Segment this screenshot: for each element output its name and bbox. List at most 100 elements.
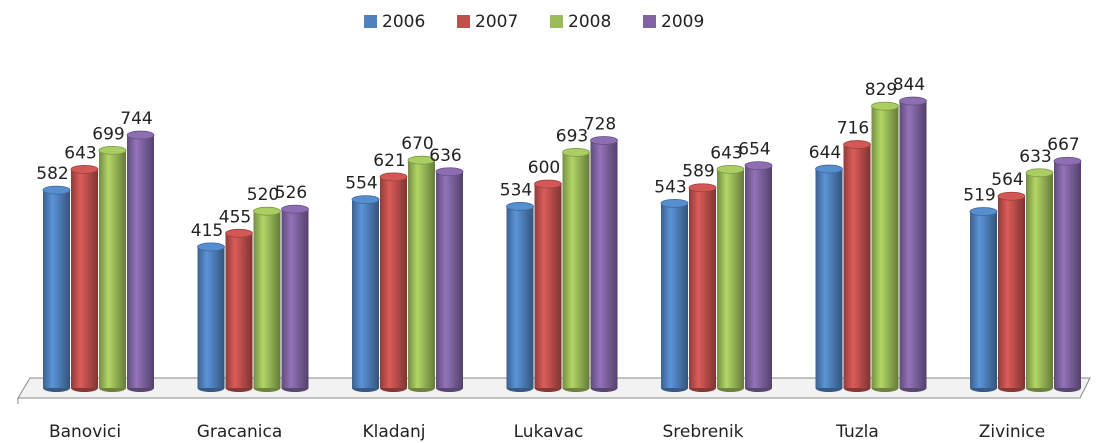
bar-top <box>225 228 253 238</box>
bar-top <box>42 185 71 195</box>
bar-top <box>435 167 464 177</box>
bar <box>352 199 379 388</box>
legend-label: 2008 <box>568 12 611 32</box>
bar-top <box>744 161 773 171</box>
bar <box>225 233 253 388</box>
bar <box>1054 161 1081 388</box>
data-label: 643 <box>710 143 742 163</box>
data-label: 644 <box>809 143 841 163</box>
data-label: 636 <box>429 146 461 166</box>
legend-swatch <box>364 15 377 28</box>
legend-swatch <box>457 15 470 28</box>
data-label: 415 <box>191 221 223 241</box>
legend-label: 2006 <box>382 12 425 32</box>
data-label: 564 <box>991 170 1023 190</box>
bar-top <box>1053 156 1082 166</box>
data-label: 455 <box>219 207 251 227</box>
bar <box>843 144 871 388</box>
legend-swatch <box>643 15 656 28</box>
data-label: 728 <box>584 114 616 134</box>
bar-top <box>997 191 1026 201</box>
legend-label: 2007 <box>475 12 518 32</box>
data-label: 543 <box>654 177 686 197</box>
bar <box>1026 172 1053 388</box>
bar <box>71 169 98 388</box>
bar-top <box>351 195 380 205</box>
data-label: 654 <box>738 140 770 160</box>
bar-top <box>688 183 717 193</box>
data-label: 844 <box>893 75 925 95</box>
data-label: 582 <box>36 164 68 184</box>
bar <box>899 101 927 388</box>
bar <box>534 184 562 388</box>
x-tick-label: Banovici <box>49 422 121 442</box>
data-label: 520 <box>247 185 279 205</box>
data-label: 589 <box>682 162 714 182</box>
data-label: 699 <box>92 124 124 144</box>
bar <box>127 135 154 388</box>
bar <box>380 176 407 388</box>
bar <box>871 106 899 388</box>
bar <box>717 169 744 388</box>
bar-top <box>590 136 618 145</box>
bar <box>197 246 225 388</box>
bar <box>43 190 70 388</box>
data-label: 621 <box>373 151 405 171</box>
bar <box>436 171 463 388</box>
legend-label: 2009 <box>661 12 704 32</box>
x-tick-label: Kladanj <box>363 422 426 442</box>
x-tick-label: Gracanica <box>197 422 283 442</box>
data-label: 643 <box>64 143 96 163</box>
data-label: 554 <box>345 174 377 194</box>
bar-top <box>379 172 408 182</box>
bar <box>661 203 688 388</box>
bar <box>689 187 716 388</box>
data-label: 744 <box>120 109 152 129</box>
bar-top <box>716 164 745 174</box>
data-label: 829 <box>865 80 897 100</box>
bar-top <box>871 101 899 111</box>
bar-top <box>253 206 281 216</box>
data-label: 693 <box>556 126 588 146</box>
bar <box>745 165 772 388</box>
bar-top <box>969 207 998 216</box>
bar-top <box>126 130 155 140</box>
x-tick-label: Srebrenik <box>662 422 743 442</box>
bar-top <box>843 140 871 149</box>
legend-swatch <box>550 15 563 28</box>
bar <box>998 196 1025 388</box>
bar <box>815 169 843 388</box>
data-label: 519 <box>963 186 995 206</box>
bar <box>562 152 590 388</box>
bar <box>281 209 309 388</box>
bar-top <box>899 96 927 106</box>
bar <box>590 140 618 388</box>
data-label: 633 <box>1019 147 1051 167</box>
bar <box>408 160 435 388</box>
bar-top <box>1025 168 1054 178</box>
data-label: 534 <box>500 180 532 200</box>
data-label: 600 <box>528 158 560 178</box>
bar-top <box>70 164 99 174</box>
bar-top <box>407 155 436 165</box>
bar <box>253 211 281 388</box>
bar <box>506 206 534 388</box>
bar-top <box>506 202 534 211</box>
x-tick-label: Lukavac <box>514 422 584 442</box>
bar-top <box>660 198 689 208</box>
bar-top <box>534 179 562 189</box>
bar-top <box>281 204 309 214</box>
data-label: 667 <box>1047 135 1079 155</box>
bar-top <box>197 242 225 252</box>
x-tick-label: Tuzla <box>835 422 879 442</box>
bar <box>970 211 997 388</box>
bar-top <box>815 164 843 174</box>
bar-top <box>98 145 127 155</box>
bar-top <box>562 147 590 157</box>
data-label: 670 <box>401 134 433 154</box>
data-label: 526 <box>275 183 307 203</box>
data-label: 716 <box>837 119 869 139</box>
bar <box>99 150 126 388</box>
